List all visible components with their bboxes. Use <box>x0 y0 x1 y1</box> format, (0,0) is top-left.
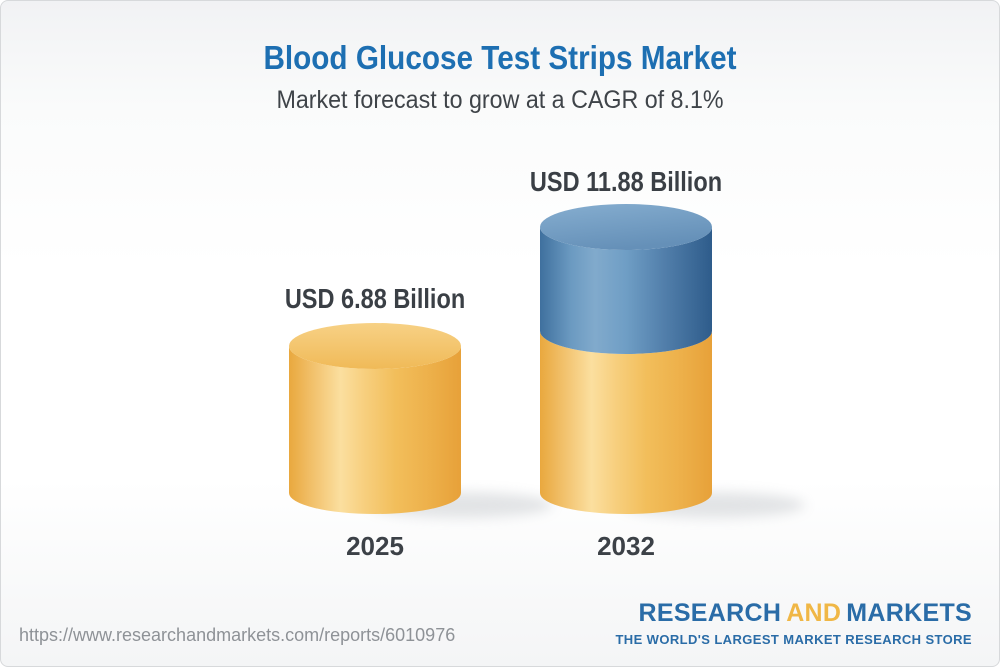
logo-wordmark: RESEARCH AND MARKETS <box>615 599 972 628</box>
logo-word-research: RESEARCH <box>638 599 782 627</box>
cylinder-2032-base-segment <box>540 331 712 514</box>
cylinder-2032-top <box>540 204 712 250</box>
value-label-2032: USD 11.88 Billion <box>529 166 723 197</box>
cylinder-2025-top <box>289 323 461 369</box>
page-title: Blood Glucose Test Strips Market <box>263 39 737 76</box>
cylinder-2025 <box>289 323 461 514</box>
report-url: https://www.researchandmarkets.com/repor… <box>19 625 456 645</box>
cylinder-2025-body <box>289 346 461 514</box>
research-and-markets-logo: RESEARCH AND MARKETS THE WORLD'S LARGEST M… <box>615 599 972 647</box>
value-label-2025: USD 6.88 Billion <box>284 283 466 314</box>
page-subtitle: Market forecast to grow at a CAGR of 8.1… <box>276 86 724 114</box>
cylinder-2032 <box>540 204 712 514</box>
logo-word-markets: MARKETS <box>846 599 972 627</box>
logo-word-and: AND <box>786 599 842 627</box>
category-label-2032: 2032 <box>597 531 655 561</box>
cylinder-2032-growth-segment <box>540 227 712 354</box>
category-label-2025: 2025 <box>346 531 404 561</box>
logo-tagline: THE WORLD'S LARGEST MARKET RESEARCH STOR… <box>615 632 972 647</box>
